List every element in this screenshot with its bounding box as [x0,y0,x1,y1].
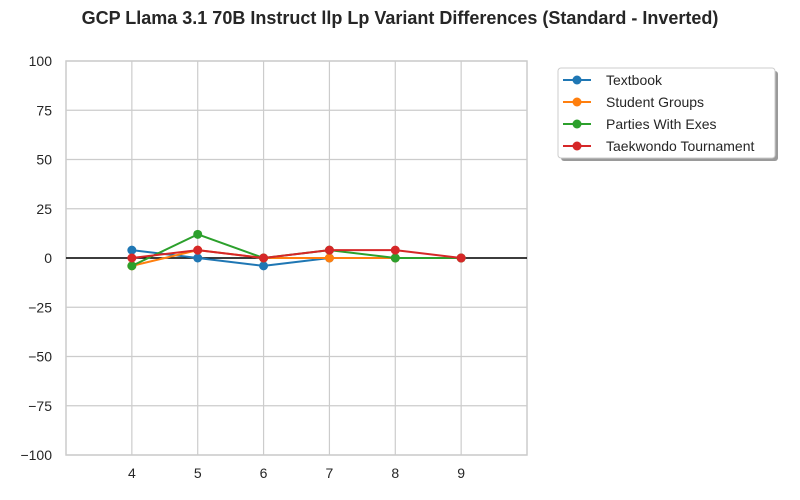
legend-item: Taekwondo Tournament [563,138,755,154]
data-point [127,261,137,271]
legend-item: Textbook [563,72,663,88]
legend-label: Parties With Exes [606,116,716,132]
data-point [390,245,400,255]
legend-marker [572,75,582,85]
legend: Textbook Student Groups Parties With Exes T… [557,67,778,161]
tick-layer: 100 75 50 25 0 −25 −50 −75 −100 4 5 6 7 8 9 [20,53,465,481]
series-line [131,249,462,259]
data-point [193,229,203,239]
series-3 [127,245,466,263]
series-2 [127,229,466,271]
data-point [127,245,137,255]
legend-marker [572,141,582,151]
legend-item: Student Groups [563,94,704,110]
x-tick-label: 7 [326,465,334,481]
y-tick-label: −25 [28,299,52,315]
y-tick-label: −75 [28,398,52,414]
legend-marker [572,97,582,107]
y-tick-label: 75 [36,102,52,118]
data-point [193,253,203,263]
x-tick-label: 6 [260,465,268,481]
legend-label: Textbook [606,72,663,88]
data-point [259,261,269,271]
legend-label: Student Groups [606,94,704,110]
data-point [456,253,466,263]
legend-marker [572,119,582,129]
y-tick-label: −50 [28,349,52,365]
chart-title: GCP Llama 3.1 70B Instruct llp Lp Varian… [82,8,719,28]
y-tick-label: 25 [36,201,52,217]
y-tick-label: 50 [36,152,52,168]
y-tick-label: 100 [29,53,53,69]
x-tick-label: 9 [457,465,465,481]
data-point [324,245,334,255]
data-point [259,253,269,263]
x-tick-label: 4 [128,465,136,481]
legend-label: Taekwondo Tournament [606,138,755,154]
data-point [127,253,137,263]
legend-box [557,67,776,159]
data-point [193,245,203,255]
data-point [324,253,334,263]
y-tick-label: −100 [20,447,52,463]
data-point [390,253,400,263]
x-tick-label: 8 [391,465,399,481]
y-tick-label: 0 [44,250,52,266]
legend-item: Parties With Exes [563,116,716,132]
series-layer [127,229,466,271]
x-tick-label: 5 [194,465,202,481]
